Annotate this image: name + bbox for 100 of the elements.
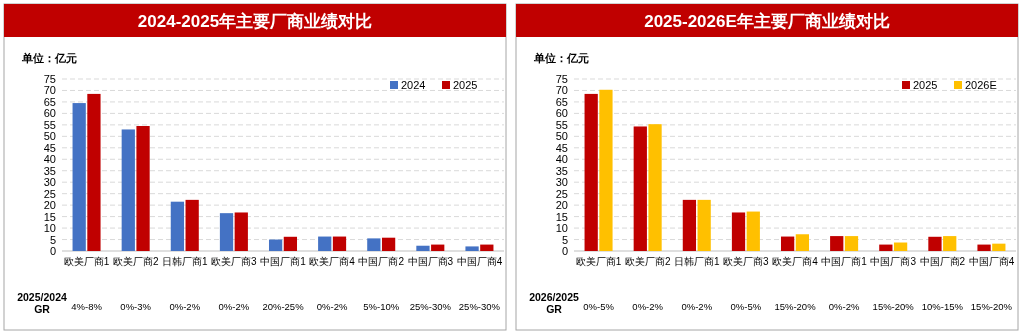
x-tick-label: 中国厂商3 <box>407 256 454 267</box>
bar <box>72 103 86 251</box>
y-tick-label: 10 <box>555 222 568 235</box>
x-tick-label: 欧美厂商1 <box>575 256 622 267</box>
bar <box>977 244 991 251</box>
x-tick-label: 中国厂商4 <box>968 256 1015 267</box>
bar <box>185 199 199 251</box>
y-tick-label: 30 <box>555 176 568 189</box>
bar <box>431 244 445 251</box>
y-tick-label: 75 <box>43 73 56 85</box>
y-tick-label: 65 <box>43 95 56 108</box>
bar <box>928 236 942 251</box>
y-tick-label: 25 <box>555 187 568 200</box>
bar <box>219 213 234 251</box>
text: 5%-10% <box>363 301 400 312</box>
bar <box>830 236 844 251</box>
y-tick-label: 15 <box>43 210 56 223</box>
text: 0%-5% <box>583 301 615 312</box>
y-tick-label: 35 <box>555 164 568 177</box>
y-tick-label: 0 <box>49 245 56 257</box>
text: 0%-2% <box>828 301 860 312</box>
y-tick-label: 75 <box>555 73 568 85</box>
bar <box>893 242 908 251</box>
y-tick-label: 55 <box>555 118 568 131</box>
x-tick-label: 欧美厂商4 <box>772 256 819 267</box>
y-axis-title: 单位：亿元 <box>533 52 589 64</box>
y-tick-label: 20 <box>43 199 56 212</box>
bar <box>682 199 697 251</box>
text: 15%-20% <box>872 301 915 312</box>
x-tick-label: 中国厂商1 <box>260 256 307 267</box>
text: 0%-2% <box>316 301 348 312</box>
bar <box>283 236 298 251</box>
bar <box>697 199 711 251</box>
x-tick-label: 欧美厂商4 <box>309 256 356 267</box>
y-tick-label: 65 <box>555 95 568 108</box>
x-tick-label: 欧美厂商3 <box>723 256 770 267</box>
legend-label: 2025 <box>453 79 478 91</box>
legend-label: 2024 <box>401 79 426 91</box>
text: 0%-3% <box>120 301 152 312</box>
y-tick-label: 50 <box>555 130 568 143</box>
bar <box>795 234 810 251</box>
text: 15%-20% <box>774 301 817 312</box>
x-tick-label: 中国厂商3 <box>870 256 917 267</box>
bar <box>844 236 859 251</box>
bar <box>416 245 430 251</box>
x-tick-label: 日韩厂商1 <box>162 256 208 267</box>
y-tick-label: 35 <box>43 164 56 177</box>
bar <box>648 124 662 251</box>
y-tick-label: 70 <box>43 84 56 97</box>
bar <box>480 244 494 251</box>
bar <box>599 89 613 251</box>
text: 20%-25% <box>262 301 305 312</box>
bar <box>633 126 647 251</box>
text: 10%-15% <box>921 301 964 312</box>
x-tick-label: 欧美厂商1 <box>63 256 110 267</box>
y-tick-label: 0 <box>561 245 568 257</box>
bar <box>87 93 101 251</box>
x-tick-label: 中国厂商2 <box>358 256 405 267</box>
y-tick-label: 55 <box>43 118 56 131</box>
y-tick-label: 30 <box>43 176 56 189</box>
text: 15%-20% <box>970 301 1013 312</box>
text: 2025/2024 GR <box>17 291 67 315</box>
x-tick-label: 日韩厂商1 <box>674 256 720 267</box>
y-tick-label: 60 <box>555 107 568 120</box>
y-tick-label: 50 <box>43 130 56 143</box>
text: 0%-2% <box>681 301 713 312</box>
y-tick-label: 5 <box>561 233 568 246</box>
bar <box>318 236 332 251</box>
x-tick-label: 中国厂商1 <box>821 256 868 267</box>
y-tick-label: 5 <box>49 233 56 246</box>
x-tick-label: 中国厂商4 <box>456 256 503 267</box>
y-tick-label: 20 <box>555 199 568 212</box>
bar <box>879 244 893 251</box>
y-tick-label: 40 <box>43 153 56 166</box>
y-tick-label: 25 <box>43 187 56 200</box>
bar <box>367 238 381 251</box>
bar <box>943 236 957 251</box>
bar <box>136 126 150 251</box>
y-tick-label: 45 <box>43 141 56 154</box>
bar <box>170 201 185 251</box>
x-tick-label: 中国厂商2 <box>919 256 966 267</box>
chart-title: 2024-2025年主要厂商业绩对比 <box>137 12 373 31</box>
text: 0%-2% <box>169 301 201 312</box>
y-tick-label: 15 <box>555 210 568 223</box>
bar <box>465 246 479 251</box>
y-axis-title: 单位：亿元 <box>21 52 77 64</box>
y-tick-label: 10 <box>43 222 56 235</box>
text: 25%-30% <box>458 301 501 312</box>
text: 0%-2% <box>632 301 664 312</box>
bar <box>268 239 283 251</box>
text: 25%-30% <box>409 301 452 312</box>
text: 4%-8% <box>71 301 103 312</box>
legend-label: 2025 <box>913 79 938 91</box>
bar <box>332 236 347 251</box>
bar <box>780 236 795 251</box>
y-tick-label: 45 <box>555 141 568 154</box>
text: 2026/2025 GR <box>529 291 579 315</box>
text: 0%-2% <box>218 301 250 312</box>
x-tick-label: 欧美厂商3 <box>211 256 258 267</box>
bar <box>992 243 1006 251</box>
